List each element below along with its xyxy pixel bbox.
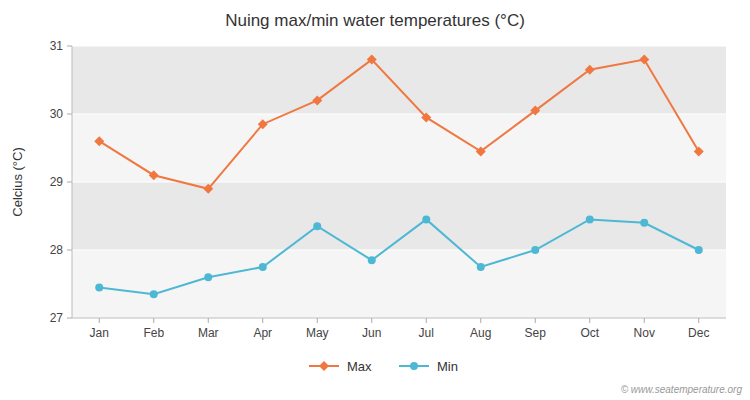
marker — [421, 112, 431, 122]
plot-area — [94, 55, 704, 299]
legend-label: Min — [437, 359, 458, 374]
x-tick — [426, 318, 427, 323]
grid-line — [72, 45, 726, 46]
marker — [695, 246, 703, 254]
x-tick — [589, 318, 590, 323]
marker — [204, 273, 212, 281]
x-tick-label: May — [306, 326, 329, 340]
marker — [149, 170, 159, 180]
y-tick — [67, 182, 72, 183]
y-tick-label: 28 — [50, 243, 64, 257]
marker — [476, 146, 486, 156]
grid-line — [72, 249, 726, 250]
marker — [259, 263, 267, 271]
x-tick-label: Nov — [634, 326, 655, 340]
marker — [312, 95, 322, 105]
y-tick — [67, 318, 72, 319]
x-tick-label: Jul — [419, 326, 434, 340]
marker — [694, 146, 704, 156]
x-tick-label: Feb — [143, 326, 164, 340]
y-axis-line — [72, 46, 73, 318]
x-tick-label: Aug — [470, 326, 491, 340]
legend-marker — [410, 362, 418, 370]
y-tick — [67, 250, 72, 251]
marker — [313, 222, 321, 230]
series-line — [99, 60, 699, 189]
x-tick — [262, 318, 263, 323]
legend: Max Min — [309, 359, 458, 374]
grid-line — [72, 181, 726, 182]
x-tick-label: Mar — [198, 326, 219, 340]
y-tick-label: 30 — [50, 107, 64, 121]
marker — [586, 215, 594, 223]
x-tick — [371, 318, 372, 323]
x-tick-label: Jan — [90, 326, 109, 340]
marker — [530, 106, 540, 116]
x-tick — [99, 318, 100, 323]
x-tick — [153, 318, 154, 323]
x-tick-label: Sep — [525, 326, 547, 340]
x-tick — [317, 318, 318, 323]
title: Nuing max/min water temperatures (°C) — [225, 11, 525, 30]
marker — [150, 290, 158, 298]
marker — [531, 246, 539, 254]
marker — [477, 263, 485, 271]
watermark: © www.seatemperature.org — [621, 384, 743, 395]
band — [72, 114, 726, 182]
x-tick-label: Oct — [580, 326, 599, 340]
x-tick — [644, 318, 645, 323]
marker — [94, 136, 104, 146]
x-tick — [208, 318, 209, 323]
x-tick — [698, 318, 699, 323]
grid-line — [72, 317, 726, 318]
legend-label: Max — [347, 359, 372, 374]
x-tick-label: Dec — [688, 326, 709, 340]
x-tick — [480, 318, 481, 323]
marker — [640, 219, 648, 227]
y-tick-label: 31 — [50, 39, 64, 53]
x-tick-label: Jun — [362, 326, 381, 340]
legend-marker — [319, 361, 329, 371]
grid-line — [72, 113, 726, 114]
chart: Nuing max/min water temperatures (°C) 27 2… — [0, 0, 750, 400]
series-line — [99, 219, 699, 294]
marker — [639, 55, 649, 65]
marker — [203, 184, 213, 194]
y-tick — [67, 114, 72, 115]
band — [72, 250, 726, 318]
y-tick-label: 29 — [50, 175, 64, 189]
marker — [258, 119, 268, 129]
y-tick — [67, 46, 72, 47]
marker — [585, 65, 595, 75]
y-axis-label: Celcius (°C) — [10, 147, 25, 216]
band — [72, 46, 726, 114]
marker — [422, 215, 430, 223]
marker — [367, 55, 377, 65]
x-tick-label: Apr — [253, 326, 272, 340]
marker — [368, 256, 376, 264]
x-tick — [535, 318, 536, 323]
marker — [95, 283, 103, 291]
y-tick-label: 27 — [50, 311, 64, 325]
x-axis-line — [72, 318, 726, 319]
